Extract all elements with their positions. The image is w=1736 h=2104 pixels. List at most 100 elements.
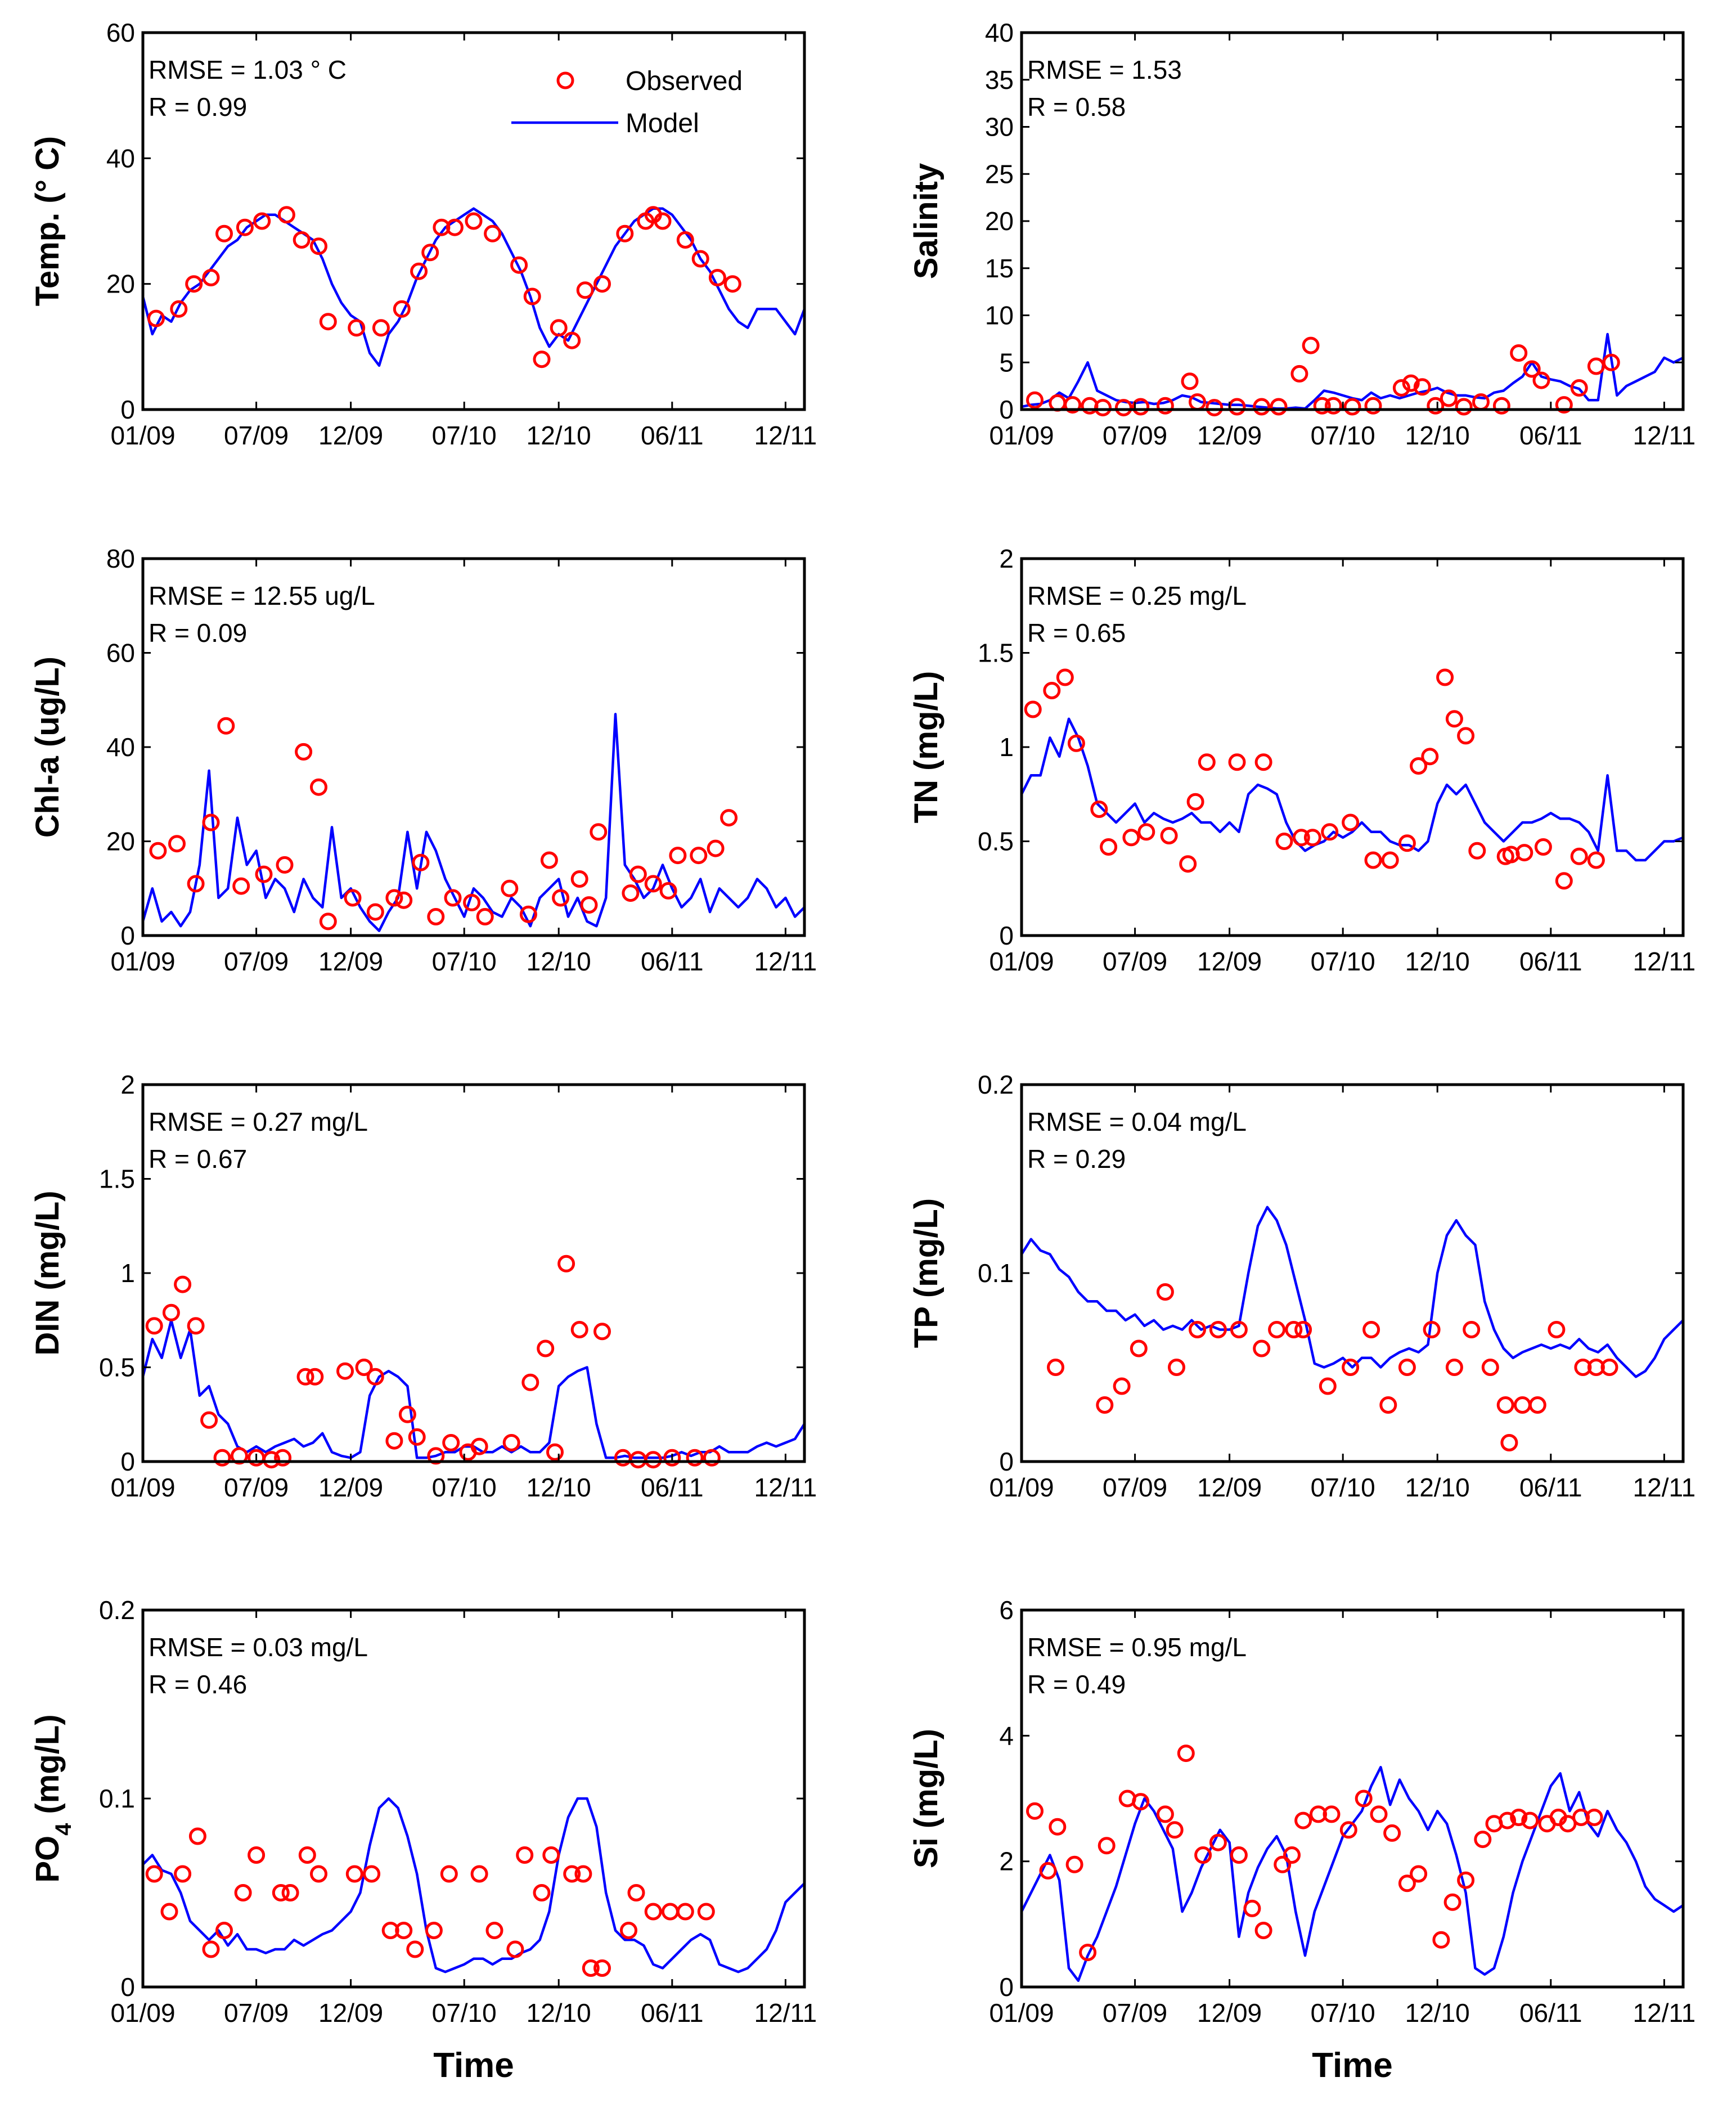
observed-point xyxy=(1443,1893,1461,1911)
observed-point xyxy=(1410,1865,1428,1883)
x-tick-label: 12/10 xyxy=(1405,1473,1470,1502)
observed-point xyxy=(1383,1824,1401,1842)
y-tick-label: 1.5 xyxy=(99,1165,135,1194)
x-tick-label: 12/09 xyxy=(318,947,383,976)
observed-point xyxy=(1230,1846,1248,1864)
y-tick-label: 0.5 xyxy=(99,1353,135,1382)
observed-point xyxy=(427,908,445,925)
x-tick-label: 12/10 xyxy=(1405,947,1470,976)
observed-point xyxy=(1602,353,1620,371)
observed-point xyxy=(162,1303,180,1321)
x-tick-label: 01/09 xyxy=(110,421,175,450)
observed-point xyxy=(1355,1790,1373,1808)
observed-point xyxy=(1481,1359,1499,1376)
x-tick-label: 07/09 xyxy=(224,421,289,450)
observed-point xyxy=(1548,1321,1566,1338)
y-tick-label: 25 xyxy=(985,159,1014,188)
observed-point xyxy=(366,903,384,921)
x-tick-label: 07/10 xyxy=(1311,421,1375,450)
observed-point xyxy=(1156,1805,1174,1823)
observed-point xyxy=(1392,379,1410,397)
observed-point xyxy=(310,237,327,255)
x-tick-label: 12/11 xyxy=(1633,947,1696,976)
observed-point xyxy=(1160,827,1178,844)
axes-frame xyxy=(1020,31,1685,411)
observed-point xyxy=(616,224,634,242)
y-tick-label: 0.1 xyxy=(978,1258,1014,1288)
observed-point xyxy=(1100,838,1118,856)
observed-point xyxy=(533,350,551,368)
y-axis-label: Chl-a (ug/L) xyxy=(29,657,66,838)
axes-frame xyxy=(141,1083,806,1463)
x-tick-label: 12/10 xyxy=(527,1473,591,1502)
rmse-annotation: RMSE = 0.27 mg/L xyxy=(149,1107,368,1136)
observed-point xyxy=(446,218,464,236)
y-tick-label: 2 xyxy=(999,544,1014,573)
observed-point xyxy=(1463,1321,1481,1338)
observed-point xyxy=(1499,1811,1516,1829)
x-tick-label: 06/11 xyxy=(641,947,704,976)
x-tick-label: 01/09 xyxy=(110,1998,175,2027)
x-tick-label: 12/09 xyxy=(1197,1473,1262,1502)
y-tick-label: 0 xyxy=(999,1447,1014,1476)
y-tick-label: 0 xyxy=(999,1972,1014,2002)
observed-point xyxy=(213,1449,231,1467)
observed-point xyxy=(1156,1283,1174,1301)
x-tick-label: 12/11 xyxy=(754,947,817,976)
y-tick-label: 0 xyxy=(120,1972,135,2002)
model-line xyxy=(1022,1206,1683,1378)
observed-point xyxy=(1398,1874,1416,1892)
observed-point xyxy=(686,1449,704,1467)
observed-point xyxy=(366,1368,384,1386)
x-tick-label: 07/10 xyxy=(432,1473,497,1502)
x-tick-label: 12/11 xyxy=(754,1998,817,2027)
observed-point xyxy=(1432,1931,1450,1949)
observed-point xyxy=(1457,727,1475,745)
observed-point xyxy=(563,331,581,349)
x-axis-label: Time xyxy=(433,2046,514,2085)
y-tick-label: 35 xyxy=(985,65,1014,95)
observed-point xyxy=(147,309,165,327)
x-tick-label: 12/09 xyxy=(1197,1998,1262,2027)
observed-point xyxy=(160,1903,178,1921)
observed-point xyxy=(230,1447,248,1465)
observed-point xyxy=(281,1884,299,1901)
observed-point xyxy=(1294,1811,1312,1829)
x-tick-label: 07/09 xyxy=(1103,1998,1167,2027)
observed-point xyxy=(659,882,677,900)
observed-point xyxy=(215,1922,233,1939)
observed-point xyxy=(1455,398,1473,416)
observed-point xyxy=(1303,829,1321,847)
observed-point xyxy=(1364,851,1382,869)
observed-point xyxy=(521,1373,539,1391)
observed-point xyxy=(1398,834,1416,852)
observed-point xyxy=(1166,1821,1184,1839)
x-tick-label: 07/09 xyxy=(1103,421,1167,450)
observed-point xyxy=(149,842,167,860)
model-line xyxy=(143,713,804,932)
observed-point xyxy=(1137,823,1155,841)
observed-point xyxy=(372,319,390,337)
observed-point xyxy=(174,1865,192,1883)
observed-point xyxy=(145,1865,163,1883)
observed-point xyxy=(1342,813,1360,831)
observed-point xyxy=(576,281,594,299)
x-tick-label: 06/11 xyxy=(1519,421,1582,450)
observed-point xyxy=(306,1368,324,1386)
observed-point xyxy=(1285,1321,1303,1338)
observed-point xyxy=(537,1339,555,1357)
observed-point xyxy=(620,1922,637,1939)
observed-point xyxy=(1024,700,1042,718)
x-tick-label: 06/11 xyxy=(1519,947,1582,976)
observed-point xyxy=(644,1903,662,1921)
x-tick-label: 12/11 xyxy=(1633,1473,1696,1502)
x-tick-label: 07/10 xyxy=(1311,947,1375,976)
observed-point xyxy=(1343,398,1361,416)
observed-point xyxy=(1445,710,1463,728)
panel-6: 0 0.1 0.2 01/09 07/09 12/09 07/10 12/10 06/11 12/… xyxy=(908,1070,1695,1502)
observed-point xyxy=(1177,1745,1195,1763)
observed-point xyxy=(570,870,588,888)
observed-point xyxy=(1292,829,1310,847)
observed-point xyxy=(427,1447,445,1465)
observed-point xyxy=(1243,1899,1261,1917)
